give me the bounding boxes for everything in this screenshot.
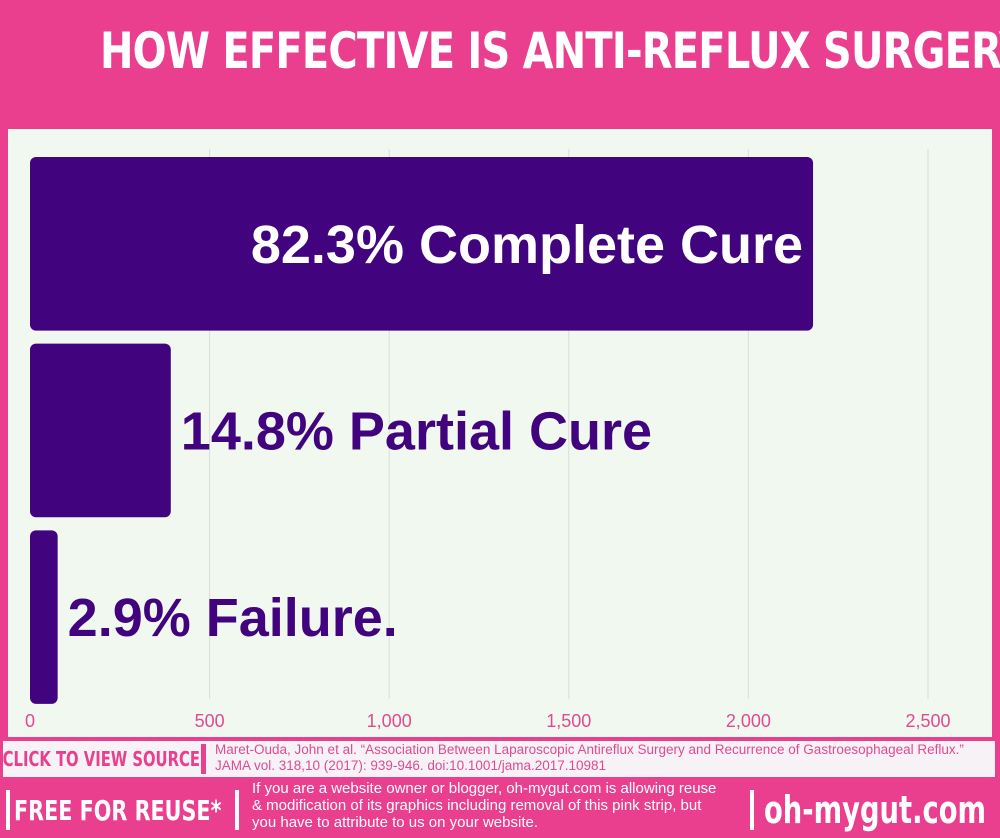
view-source-button[interactable]: CLICK TO VIEW SOURCE — [2, 743, 200, 775]
reuse-strip: FREE FOR REUSE* If you are a website own… — [0, 780, 1000, 838]
source-divider — [201, 744, 206, 774]
reuse-notice: If you are a website owner or blogger, o… — [252, 780, 717, 831]
reuse-divider-left — [6, 790, 10, 830]
site-link[interactable]: oh-mygut.com — [764, 786, 1000, 834]
x-tick-label: 1,000 — [367, 711, 412, 731]
bar — [30, 157, 814, 331]
x-tick-label: 2,500 — [905, 711, 950, 731]
bar — [30, 530, 58, 704]
citation-text: Maret-Ouda, John et al. “Association Bet… — [215, 742, 964, 773]
x-tick-label: 2,000 — [726, 711, 771, 731]
bar-label: 82.3% Complete Cure — [251, 215, 803, 275]
bar-chart: 82.3% Complete Cure 14.8% Partial Cure 2.9… — [25, 149, 951, 731]
site-divider — [750, 790, 754, 830]
x-tick-label: 1,500 — [546, 711, 591, 731]
x-tick-label: 0 — [25, 711, 35, 731]
bar-label: 14.8% Partial Cure — [181, 401, 652, 461]
free-for-reuse-label: FREE FOR REUSE* — [14, 790, 246, 830]
source-strip: CLICK TO VIEW SOURCE Maret-Ouda, John et… — [2, 741, 995, 777]
chart-panel: 82.3% Complete Cure 14.8% Partial Cure 2.9… — [8, 129, 992, 737]
free-for-reuse-text: FREE FOR REUSE* — [14, 793, 222, 827]
chart-title: HOW EFFECTIVE IS ANTI-REFLUX SURGERY? — [100, 22, 1000, 80]
view-source-label: CLICK TO VIEW SOURCE — [2, 747, 200, 771]
reuse-divider-mid — [235, 790, 239, 830]
bar — [30, 343, 171, 518]
x-tick-label: 500 — [195, 711, 225, 731]
bar-label: 2.9% Failure. — [68, 588, 398, 648]
site-name-text: oh-mygut.com — [764, 788, 987, 832]
